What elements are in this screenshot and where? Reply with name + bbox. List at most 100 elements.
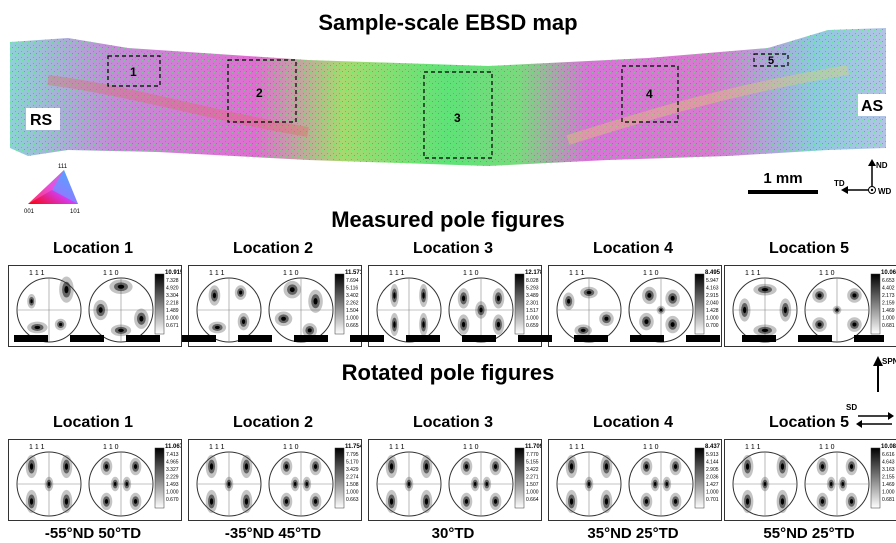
colorbar-level: 2.262 (346, 301, 359, 307)
colorbar-level: 3.429 (346, 467, 359, 473)
colorbar-level: 1.000 (166, 316, 179, 322)
pole-label-110: 1 1 0 (103, 270, 119, 277)
colorbar-level: 0.670 (166, 497, 179, 503)
colorbar-level: 7.795 (346, 452, 359, 458)
colorbar-level: 4.163 (706, 286, 719, 292)
colorbar-max: 11.067 (165, 444, 181, 450)
colorbar-level: 1.427 (706, 482, 719, 488)
colorbar-level: 3.327 (166, 467, 179, 473)
colorbar (694, 447, 705, 509)
colorbar-level: 1.469 (882, 482, 895, 488)
colorbar-level: 1.000 (526, 316, 539, 322)
measured-pole-figure-panel: 1 1 1 1 1 0 (188, 265, 364, 347)
colorbar-level: 2.036 (706, 475, 719, 481)
colorbar-level: 1.000 (706, 490, 719, 496)
ebsd-map: 1 2 3 4 5 RS AS (10, 28, 888, 166)
map-box-1-label: 1 (130, 65, 137, 79)
colorbar-level: 8.028 (526, 278, 539, 284)
colorbar (154, 273, 165, 335)
colorbar (694, 273, 705, 335)
pole-label-110: 1 1 0 (819, 270, 835, 277)
ipf-101: 101 (70, 209, 81, 215)
rotated-location-label: Location 1 (52, 414, 133, 431)
shear-spn: SPN (882, 357, 896, 366)
rotated-location-label: Location 5 (768, 414, 849, 431)
colorbar-level: 5.170 (346, 460, 359, 466)
colorbar (870, 273, 881, 335)
pole-label-111: 1 1 1 (569, 270, 585, 277)
rs-label: RS (30, 112, 53, 129)
colorbar-level: 0.671 (166, 323, 179, 329)
colorbar-level: 1.000 (346, 490, 359, 496)
pole-label-111: 1 1 1 (569, 444, 585, 451)
map-box-1 (107, 55, 161, 87)
pole-figure-svg: 1 1 1 1 1 0 (376, 444, 544, 517)
colorbar (514, 273, 525, 335)
colorbar-level: 3.422 (526, 467, 539, 473)
pole-figure-svg: 1 1 1 1 1 0 (376, 270, 544, 343)
colorbar (870, 447, 881, 509)
section-separator (14, 335, 884, 342)
axis-wd: WD (878, 187, 892, 196)
colorbar-level: 0.681 (882, 323, 895, 329)
colorbar-max: 11.571 (345, 270, 361, 276)
rotation-label: 55°ND 25°TD (763, 525, 855, 542)
colorbar-level: 2.915 (706, 293, 719, 299)
colorbar-level: 2.301 (526, 301, 539, 307)
pole-figure-svg: 1 1 1 1 1 0 (732, 444, 896, 517)
colorbar-level: 4.965 (166, 460, 179, 466)
colorbar-max: 8.437 (705, 444, 721, 450)
colorbar-level: 6.616 (882, 452, 895, 458)
colorbar-level: 4.643 (882, 460, 895, 466)
axis-nd: ND (876, 161, 888, 170)
rotation-label: -35°ND 45°TD (224, 525, 322, 542)
colorbar-level: 1.508 (346, 482, 359, 488)
colorbar-level: 0.659 (526, 323, 539, 329)
colorbar (154, 447, 165, 509)
colorbar-level: 2.173 (882, 293, 895, 299)
pole-figure-svg: 1 1 1 1 1 0 (196, 270, 364, 343)
map-box-4 (621, 65, 679, 123)
scale-bar (748, 190, 818, 194)
measured-pole-figure-panel: 1 1 1 1 1 0 (548, 265, 722, 347)
colorbar-level: 4.920 (166, 286, 179, 292)
colorbar-level: 1.504 (346, 308, 359, 314)
pole-figure-svg: 1 1 1 1 1 0 (556, 444, 721, 517)
rotated-location-label: Location 4 (592, 414, 673, 431)
as-label: AS (861, 98, 884, 115)
colorbar-level: 1.469 (882, 308, 895, 314)
measured-pole-figure-panel: 1 1 1 1 1 0 (8, 265, 184, 347)
measured-pole-figure-panel: 1 1 1 1 1 0 (368, 265, 544, 347)
shear-sd: SD (846, 403, 857, 412)
colorbar-level: 1.000 (882, 316, 895, 322)
colorbar-max: 10.06 (881, 270, 896, 276)
pole-label-110: 1 1 0 (283, 444, 299, 451)
colorbar-level: 0.701 (706, 497, 719, 503)
colorbar-level: 2.229 (166, 475, 179, 481)
pole-label-110: 1 1 0 (463, 444, 479, 451)
colorbar-level: 2.271 (526, 475, 539, 481)
pole-label-111: 1 1 1 (745, 444, 761, 451)
pole-figure-svg: 1 1 1 1 1 0 (732, 270, 896, 343)
colorbar-level: 3.304 (166, 293, 179, 299)
colorbar-level: 0.663 (346, 497, 359, 503)
colorbar-level: 3.163 (882, 467, 895, 473)
measured-location-label: Location 4 (592, 240, 673, 257)
colorbar-level: 5.293 (526, 286, 539, 292)
colorbar-level: 5.116 (346, 286, 358, 292)
scale-bar-label: 1 mm (763, 170, 803, 187)
colorbar-level: 2.905 (706, 467, 719, 473)
colorbar-level: 1.000 (526, 490, 539, 496)
rotated-pole-figure-panel: 1 1 1 1 1 0 (368, 439, 544, 521)
rotated-location-label: Location 2 (232, 414, 313, 431)
measured-location-label: Location 5 (768, 240, 849, 257)
colorbar-max: 11.709 (525, 444, 541, 450)
colorbar-level: 7.694 (346, 278, 359, 284)
colorbar-level: 3.489 (526, 293, 539, 299)
colorbar-level: 0.664 (526, 497, 539, 503)
map-box-2 (227, 59, 297, 123)
rotated-pole-figure-panel: 1 1 1 1 1 0 (188, 439, 364, 521)
measured-pole-figure-panel: 1 1 1 1 1 0 (724, 265, 896, 347)
colorbar-level: 5.947 (706, 278, 719, 284)
pole-label-110: 1 1 0 (463, 270, 479, 277)
